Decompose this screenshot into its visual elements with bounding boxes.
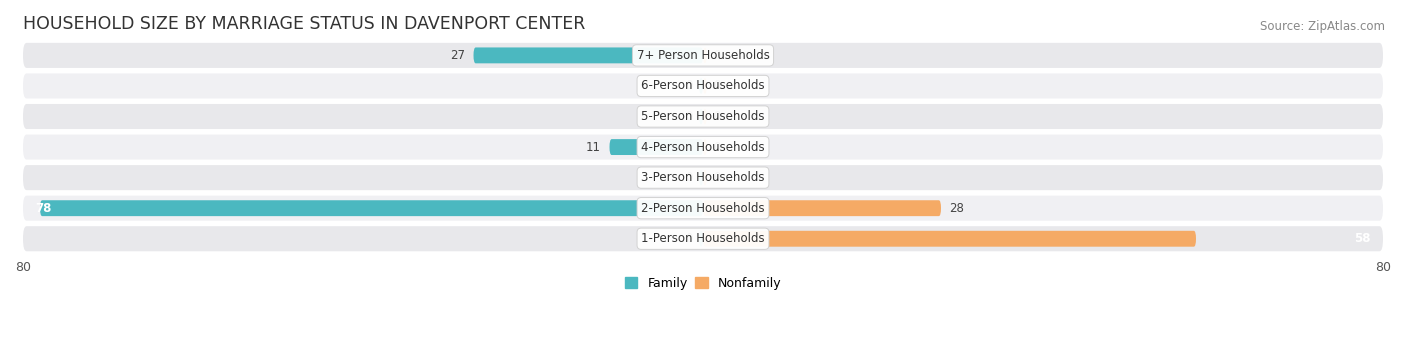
FancyBboxPatch shape <box>22 165 1384 190</box>
FancyBboxPatch shape <box>39 200 703 216</box>
FancyBboxPatch shape <box>703 231 1197 247</box>
Text: 2-Person Households: 2-Person Households <box>641 202 765 215</box>
FancyBboxPatch shape <box>22 104 1384 129</box>
FancyBboxPatch shape <box>22 226 1384 251</box>
Text: 78: 78 <box>35 202 52 215</box>
Text: HOUSEHOLD SIZE BY MARRIAGE STATUS IN DAVENPORT CENTER: HOUSEHOLD SIZE BY MARRIAGE STATUS IN DAV… <box>22 15 585 33</box>
FancyBboxPatch shape <box>699 78 703 94</box>
Legend: Family, Nonfamily: Family, Nonfamily <box>620 272 786 295</box>
FancyBboxPatch shape <box>703 200 941 216</box>
FancyBboxPatch shape <box>22 196 1384 221</box>
Text: 0: 0 <box>685 232 692 245</box>
Text: 0: 0 <box>685 110 692 123</box>
Text: 6-Person Households: 6-Person Households <box>641 79 765 92</box>
FancyBboxPatch shape <box>699 108 703 124</box>
Text: 0: 0 <box>714 171 721 184</box>
Text: 58: 58 <box>1354 232 1371 245</box>
FancyBboxPatch shape <box>703 47 707 63</box>
FancyBboxPatch shape <box>703 78 707 94</box>
Text: 7+ Person Households: 7+ Person Households <box>637 49 769 62</box>
FancyBboxPatch shape <box>699 170 703 186</box>
FancyBboxPatch shape <box>703 108 707 124</box>
FancyBboxPatch shape <box>22 135 1384 160</box>
Text: 0: 0 <box>714 49 721 62</box>
FancyBboxPatch shape <box>22 43 1384 68</box>
Text: 0: 0 <box>714 140 721 153</box>
Text: 0: 0 <box>714 110 721 123</box>
Text: Source: ZipAtlas.com: Source: ZipAtlas.com <box>1260 20 1385 33</box>
FancyBboxPatch shape <box>703 170 707 186</box>
Text: 0: 0 <box>714 79 721 92</box>
Text: 28: 28 <box>949 202 965 215</box>
FancyBboxPatch shape <box>703 139 707 155</box>
Text: 3-Person Households: 3-Person Households <box>641 171 765 184</box>
Text: 1-Person Households: 1-Person Households <box>641 232 765 245</box>
Text: 27: 27 <box>450 49 465 62</box>
Text: 0: 0 <box>685 79 692 92</box>
Text: 4-Person Households: 4-Person Households <box>641 140 765 153</box>
FancyBboxPatch shape <box>22 73 1384 99</box>
Text: 5-Person Households: 5-Person Households <box>641 110 765 123</box>
FancyBboxPatch shape <box>699 231 703 247</box>
FancyBboxPatch shape <box>609 139 703 155</box>
Text: 11: 11 <box>586 140 600 153</box>
FancyBboxPatch shape <box>474 47 703 63</box>
Text: 0: 0 <box>685 171 692 184</box>
